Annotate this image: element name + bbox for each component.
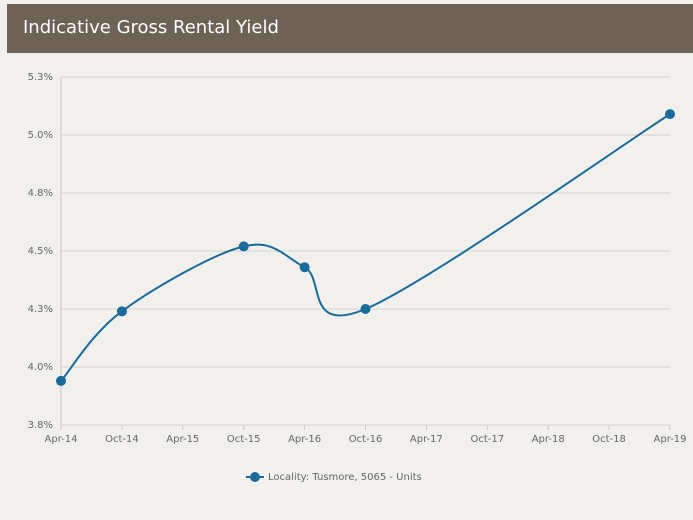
legend-label: Locality: Tusmore, 5065 - Units [268, 472, 422, 483]
header: Indicative Gross Rental Yield [7, 4, 693, 53]
x-tick-label: Oct-14 [105, 434, 139, 445]
data-point [360, 304, 371, 314]
x-tick-label: Apr-16 [288, 434, 321, 445]
x-tick-label: Oct-16 [349, 434, 383, 445]
x-tick-label: Apr-14 [45, 434, 78, 445]
y-tick-label: 3.8% [28, 420, 53, 431]
x-tick-label: Apr-17 [410, 434, 443, 445]
y-tick-label: 4.0% [28, 362, 53, 373]
data-point [116, 306, 127, 317]
chart-title: Indicative Gross Rental Yield [23, 17, 279, 38]
x-tick-label: Apr-19 [654, 434, 687, 445]
x-tick-label: Apr-18 [532, 434, 565, 445]
y-tick-label: 4.3% [28, 304, 53, 315]
series-line [60, 113, 671, 382]
y-tick-label: 5.3% [28, 72, 53, 83]
x-tick-label: Oct-17 [470, 434, 504, 445]
data-point [665, 109, 675, 120]
data-point [299, 262, 310, 273]
x-tick-label: Oct-18 [592, 434, 626, 445]
y-tick-label: 4.8% [28, 188, 53, 199]
x-tick-label: Oct-15 [227, 434, 261, 445]
y-tick-label: 5.0% [28, 130, 53, 141]
data-point [56, 375, 66, 386]
y-tick-label: 4.5% [28, 246, 53, 257]
legend-marker [250, 472, 260, 482]
data-point [238, 241, 249, 252]
x-tick-label: Apr-15 [166, 434, 199, 445]
